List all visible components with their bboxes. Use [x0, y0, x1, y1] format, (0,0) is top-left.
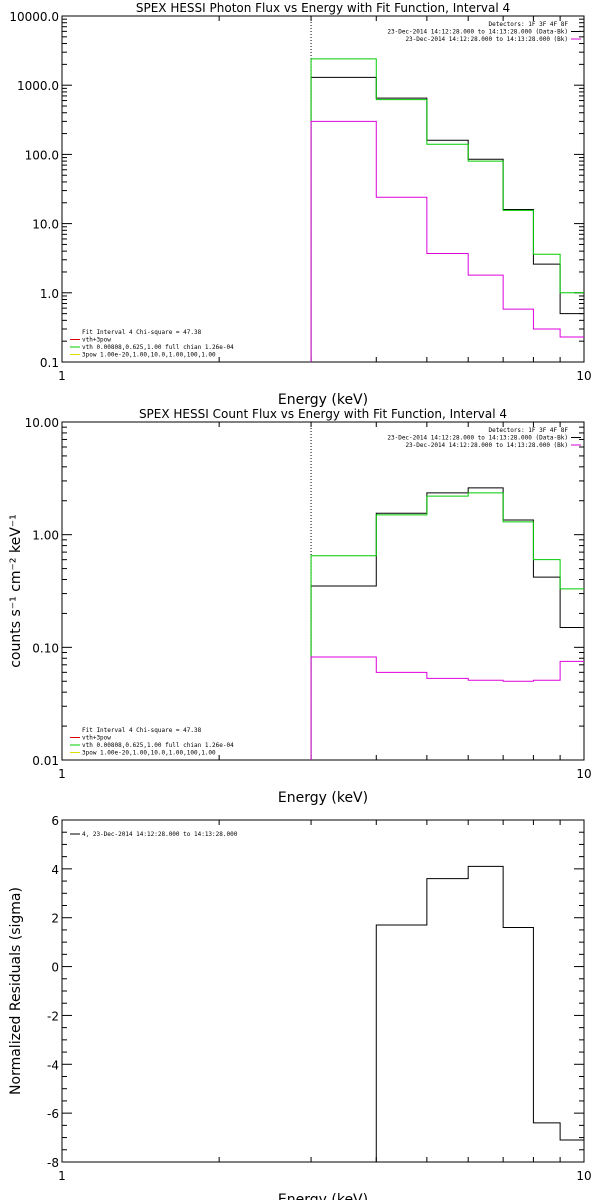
x-axis-label: Energy (keV): [278, 392, 368, 408]
legend-entry-text: 23-Dec-2014 14:12:28.000 to 14:13:28.000…: [387, 29, 568, 36]
series-line-3: [310, 656, 584, 760]
y-tick-label: 0.10: [32, 641, 59, 655]
plot-frame: [61, 421, 585, 761]
y-tick-label: 1.00: [32, 529, 59, 543]
series-line-3: [310, 120, 584, 362]
series-line-1: [311, 865, 584, 1163]
y-tick-label: 1.0: [40, 287, 59, 301]
y-tick-label: 0.1: [40, 356, 59, 370]
legend-entry-text: 3pow 1.00e-20,1.00,10.0,1.00,100,1.00: [82, 352, 216, 359]
x-tick-label: 10: [576, 1169, 591, 1183]
y-tick-label: -8: [47, 1156, 59, 1170]
series-line-1: [310, 487, 584, 760]
legend-entry-text: vth+3pow: [82, 735, 111, 742]
legend-entry-text: 23-Dec-2014 14:12:28.000 to 14:13:28.000…: [405, 442, 568, 449]
legend-entry-text: 23-Dec-2014 14:12:28.000 to 14:13:28.000…: [387, 435, 568, 442]
y-tick-label: 10.00: [25, 416, 59, 430]
chart-panel-2: SPEX HESSI Count Flux vs Energy with Fit…: [8, 407, 592, 806]
series-line-2: [310, 492, 584, 760]
legend-entry-text: Detectors: 1F 3F 4F 8F: [489, 427, 569, 434]
chart-panel-1: SPEX HESSI Photon Flux vs Energy with Fi…: [9, 1, 591, 408]
legend-entry-text: 23-Dec-2014 14:12:28.000 to 14:13:28.000…: [405, 36, 568, 43]
x-axis-label: Energy (keV): [278, 1192, 368, 1200]
legend-entry-text: 4, 23-Dec-2014 14:12:28.000 to 14:13:28.…: [82, 831, 238, 838]
y-tick-label: 0: [51, 961, 59, 975]
legend-entry-text: Fit Interval 4 Chi-square = 47.38: [82, 329, 202, 336]
series-line-1: [310, 76, 584, 362]
y-tick-label: 2: [51, 912, 59, 926]
y-tick-label: -4: [47, 1058, 59, 1072]
legend-entry-text: vth 0.00808,0.625,1.00 full chian 1.26e-…: [82, 344, 234, 351]
y-tick-label: 100.0: [25, 148, 59, 162]
x-tick-label: 10: [576, 767, 591, 781]
legend-entry-text: vth+3pow: [82, 337, 111, 344]
legend-entry-text: vth 0.00808,0.625,1.00 full chian 1.26e-…: [82, 742, 234, 749]
legend-entry-text: 3pow 1.00e-20,1.00,10.0,1.00,100,1.00: [82, 750, 216, 757]
legend-entry-text: Detectors: 1F 3F 4F 8F: [489, 21, 569, 28]
legend-entry-text: Fit Interval 4 Chi-square = 47.38: [82, 727, 202, 734]
y-tick-label: 4: [51, 863, 59, 877]
x-axis-label: Energy (keV): [278, 790, 368, 806]
chart-title: SPEX HESSI Count Flux vs Energy with Fit…: [139, 407, 507, 421]
plot-frame: [61, 819, 585, 1163]
x-tick-label: 1: [58, 369, 66, 383]
x-tick-label: 1: [58, 767, 66, 781]
x-tick-label: 10: [576, 369, 591, 383]
plot-frame: [61, 15, 585, 363]
chart-panel-3: 1 10 -8 -6 -4 -2 0 2 4 6 Energy (keV) Normalized Re…: [8, 814, 592, 1200]
y-tick-label: 10000.0: [9, 10, 59, 24]
y-axis-label: counts s⁻¹ cm⁻² keV⁻¹: [8, 514, 24, 668]
y-axis-label: Normalized Residuals (sigma): [8, 887, 24, 1095]
y-tick-label: 6: [51, 814, 59, 828]
chart-title: SPEX HESSI Photon Flux vs Energy with Fi…: [136, 1, 510, 15]
series-line-2: [310, 58, 584, 362]
y-tick-label: -2: [47, 1009, 59, 1023]
y-tick-label: 1000.0: [17, 79, 59, 93]
y-tick-label: -6: [47, 1107, 59, 1121]
y-tick-label: 0.01: [32, 754, 59, 768]
x-tick-label: 1: [58, 1169, 66, 1183]
y-tick-label: 10.0: [32, 218, 59, 232]
